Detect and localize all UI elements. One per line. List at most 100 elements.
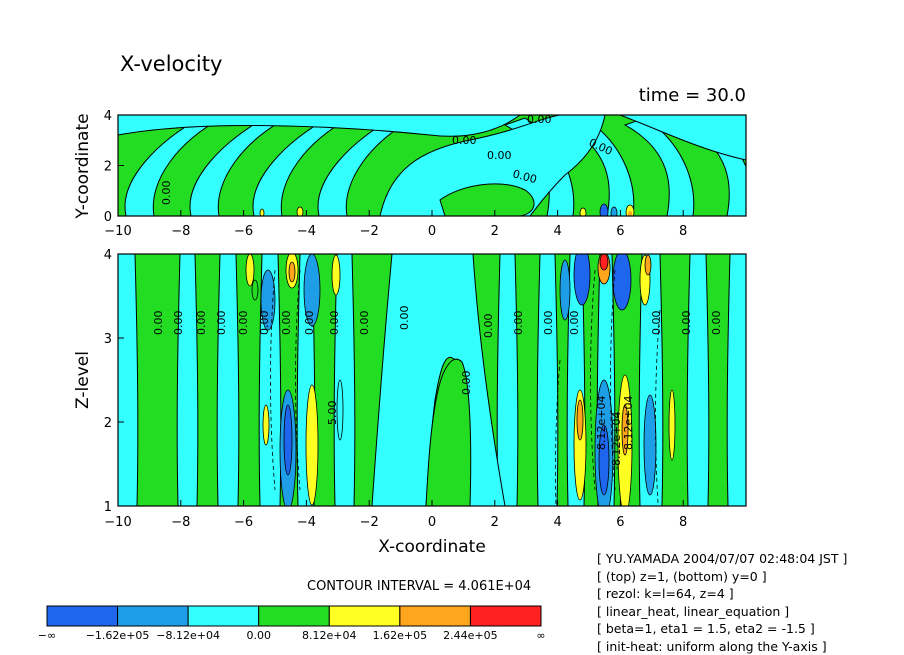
bottom-contour-label: 0.00	[482, 314, 495, 339]
top-contour-label: 0.00	[160, 181, 173, 206]
bottom-hotspot	[306, 385, 318, 505]
bottom-contour-label: 0.00	[358, 311, 371, 336]
bottom-contour-label: 0.00	[460, 371, 473, 396]
bottom-xtick-label: −4	[297, 515, 316, 530]
bottom-xtick-label: 8	[679, 515, 687, 530]
bottom-contour-label: 8.12e+04	[622, 396, 635, 450]
bottom-contour-label: 0.00	[303, 311, 316, 336]
colorbar-label: 1.62e+05	[373, 629, 427, 642]
bottom-contour-label: 0.00	[542, 311, 555, 336]
bottom-ytick-label: 1	[104, 500, 112, 515]
info-line: [ linear_heat, linear_equation ]	[597, 603, 847, 621]
top-xtick-label: −6	[234, 224, 253, 239]
colorbar-swatch	[259, 606, 330, 626]
bottom-contour-label: 0.00	[152, 311, 165, 336]
bottom-contour-label: 0.00	[215, 311, 228, 336]
bottom-contour-label: 0.00	[512, 311, 525, 336]
top-xtick-label: −8	[171, 224, 190, 239]
colorbar	[47, 606, 541, 626]
bottom-contour-label: 8.12e+04	[595, 396, 608, 450]
colorbar-swatch	[470, 606, 541, 626]
colorbar-swatch	[118, 606, 189, 626]
bottom-contour-label: 0.00	[398, 306, 411, 331]
info-line: [ init-heat: uniform along the Y-axis ]	[597, 638, 847, 655]
bottom-band	[497, 254, 518, 506]
info-line: [ rezol: k=l=64, z=4 ]	[597, 585, 847, 603]
bottom-xtick-label: −8	[171, 515, 190, 530]
bottom-contour-label: 0.00	[568, 311, 581, 336]
bottom-xtick-label: 0	[428, 515, 436, 530]
bottom-contour-label: 0.00	[650, 311, 663, 336]
bottom-hotspot	[669, 390, 675, 460]
top-ytick-label: 4	[104, 109, 112, 124]
bottom-band	[177, 254, 198, 506]
bottom-xtick-label: −10	[104, 515, 131, 530]
colorbar-label: 2.44e+05	[443, 629, 497, 642]
bottom-band	[537, 254, 558, 506]
bottom-hotspot	[284, 405, 292, 475]
bottom-hotspot	[644, 395, 656, 495]
bottom-contour-label: 5.00	[326, 401, 339, 426]
colorbar-swatch	[188, 606, 259, 626]
colorbar-label: −1.62e+05	[86, 629, 150, 642]
top-xtick-label: 0	[428, 224, 436, 239]
bottom-ytick-label: 2	[104, 416, 112, 431]
bottom-contour-label: 0.00	[237, 311, 250, 336]
bottom-contour-label: 0.00	[280, 311, 293, 336]
info-line: [ YU.YAMADA 2004/07/07 02:48:04 JST ]	[597, 550, 847, 568]
top-xtick-label: 8	[679, 224, 687, 239]
bottom-y-axis-label: Z-level	[73, 351, 93, 409]
colorbar-label: 0.00	[246, 629, 271, 642]
bottom-contour-label: 0.00	[195, 311, 208, 336]
bottom-hotspot	[600, 254, 608, 270]
top-xtick-label: 4	[553, 224, 561, 239]
bottom-contour-label: 0.00	[258, 311, 271, 336]
top-contour-label: 0.00	[452, 134, 477, 147]
info-line: [ beta=1, eta1 = 1.5, eta2 = -1.5 ]	[597, 620, 847, 638]
x-axis-label: X-coordinate	[378, 537, 486, 557]
bottom-xtick-label: 6	[616, 515, 624, 530]
colorbar-label: −∞	[38, 629, 56, 642]
colorbar-label: 8.12e+04	[302, 629, 356, 642]
top-xtick-label: 2	[491, 224, 499, 239]
bottom-band	[217, 254, 239, 506]
top-xtick-label: −2	[360, 224, 379, 239]
top-contour-label: 0.00	[527, 113, 552, 126]
bottom-hotspot	[263, 405, 269, 445]
bottom-xtick-label: 4	[553, 515, 561, 530]
bottom-hotspot	[645, 255, 651, 275]
bottom-ytick-label: 3	[104, 332, 112, 347]
bottom-contour-label: 0.00	[710, 311, 723, 336]
top-xtick-label: 6	[616, 224, 624, 239]
bottom-xtick-label: −2	[360, 515, 379, 530]
bottom-contour-label: 0.00	[328, 311, 341, 336]
bottom-xtick-label: −6	[234, 515, 253, 530]
bottom-hotspot	[246, 254, 254, 286]
top-xtick-label: −4	[297, 224, 316, 239]
bottom-hotspot	[613, 250, 631, 310]
info-panel: [ YU.YAMADA 2004/07/07 02:48:04 JST ] [ …	[597, 550, 847, 655]
colorbar-swatch	[329, 606, 400, 626]
colorbar-label: ∞	[536, 629, 545, 642]
bottom-xtick-label: 2	[491, 515, 499, 530]
chart-title: X-velocity	[120, 52, 222, 76]
bottom-hotspot	[332, 255, 340, 295]
colorbar-swatch	[400, 606, 471, 626]
top-ytick-label: 2	[104, 160, 112, 175]
bottom-hotspot	[577, 400, 583, 440]
colorbar-swatch	[47, 606, 118, 626]
info-line: [ (top) z=1, (bottom) y=0 ]	[597, 568, 847, 586]
bottom-contour-label: 0.00	[680, 311, 693, 336]
bottom-contour-label: 0.00	[172, 311, 185, 336]
colorbar-label: −8.12e+04	[156, 629, 220, 642]
bottom-band	[687, 254, 709, 506]
top-ytick-label: 0	[104, 210, 112, 225]
bottom-ytick-label: 4	[104, 248, 112, 263]
contour-interval: CONTOUR INTERVAL = 4.061E+04	[307, 579, 531, 594]
top-y-axis-label: Y-coordinate	[73, 113, 93, 219]
top-contour-label: 0.00	[487, 149, 512, 162]
bottom-hotspot	[252, 280, 258, 300]
time-label: time = 30.0	[639, 85, 746, 106]
top-xtick-label: −10	[104, 224, 131, 239]
bottom-hotspot	[289, 262, 295, 282]
